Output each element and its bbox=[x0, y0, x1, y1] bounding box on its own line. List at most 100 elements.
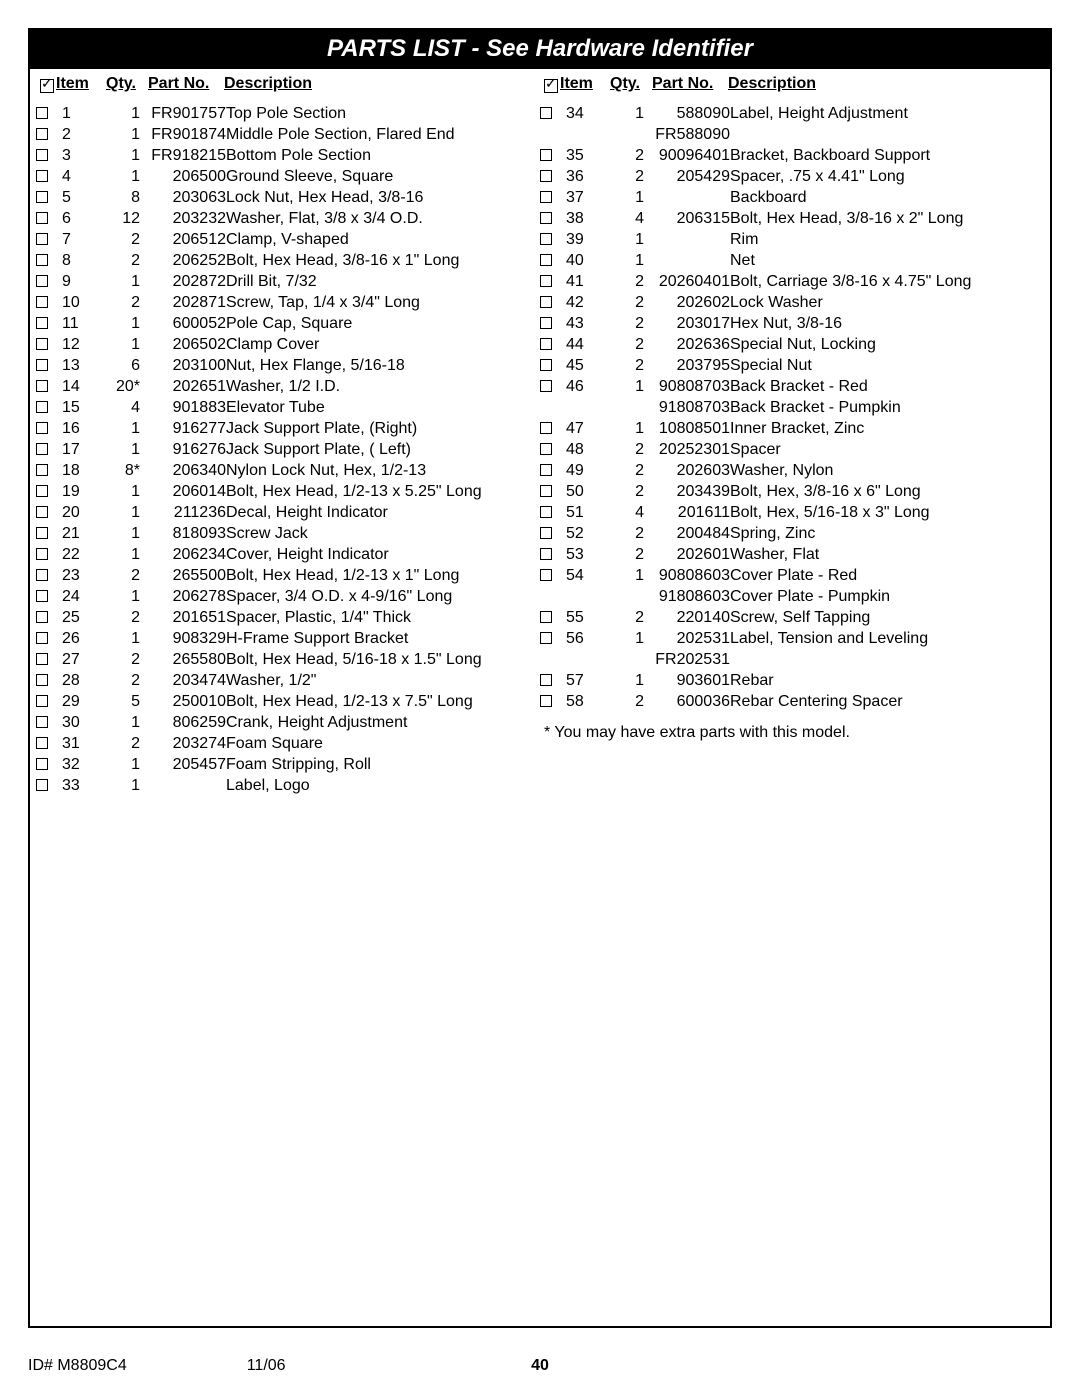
checkbox[interactable] bbox=[540, 506, 552, 518]
checkbox[interactable] bbox=[36, 611, 48, 623]
checkbox[interactable] bbox=[36, 128, 48, 140]
cell-description: Bracket, Backboard Support bbox=[730, 145, 971, 166]
checkbox[interactable] bbox=[36, 170, 48, 182]
checkbox[interactable] bbox=[36, 737, 48, 749]
cell-qty: 1 bbox=[96, 124, 140, 145]
cell-description: Label, Height Adjustment bbox=[730, 103, 971, 124]
cell-item: 28 bbox=[62, 670, 96, 691]
table-row: 391Rim bbox=[540, 229, 971, 250]
table-row: 241206278Spacer, 3/4 O.D. x 4-9/16" Long bbox=[36, 586, 482, 607]
checkbox[interactable] bbox=[36, 464, 48, 476]
checkbox[interactable] bbox=[540, 233, 552, 245]
checkbox[interactable] bbox=[540, 296, 552, 308]
checkbox[interactable] bbox=[36, 359, 48, 371]
checkbox[interactable] bbox=[36, 422, 48, 434]
checkbox[interactable] bbox=[540, 107, 552, 119]
checkbox[interactable] bbox=[540, 212, 552, 224]
header-partNo: Part No. bbox=[652, 75, 728, 93]
table-row-sub: 91808603Cover Plate - Pumpkin bbox=[540, 586, 971, 607]
checkbox[interactable] bbox=[36, 401, 48, 413]
cell-item: 8 bbox=[62, 250, 96, 271]
cell-partno: 206252 bbox=[140, 250, 226, 271]
cell-partno: 202603 bbox=[644, 460, 730, 481]
checkbox[interactable] bbox=[540, 149, 552, 161]
checkbox[interactable] bbox=[36, 758, 48, 770]
checkbox[interactable] bbox=[540, 191, 552, 203]
checkbox[interactable] bbox=[540, 464, 552, 476]
columns-wrap: ItemQty.Part No.Description11FR901757Top… bbox=[30, 69, 1050, 796]
cell-partno: 10808501 bbox=[644, 418, 730, 439]
checkbox[interactable] bbox=[540, 338, 552, 350]
cell-description: Bolt, Hex Head, 1/2-13 x 7.5" Long bbox=[226, 691, 482, 712]
checkbox[interactable] bbox=[540, 632, 552, 644]
cell-description: Rebar Centering Spacer bbox=[730, 691, 971, 712]
cell-description: Top Pole Section bbox=[226, 103, 482, 124]
checkbox[interactable] bbox=[36, 380, 48, 392]
checkbox[interactable] bbox=[36, 233, 48, 245]
cell-partno: 818093 bbox=[140, 523, 226, 544]
checkbox[interactable] bbox=[540, 317, 552, 329]
checkbox[interactable] bbox=[540, 422, 552, 434]
cell-partno: 250010 bbox=[140, 691, 226, 712]
table-row: 571903601Rebar bbox=[540, 670, 971, 691]
checkbox[interactable] bbox=[540, 170, 552, 182]
checkbox[interactable] bbox=[36, 443, 48, 455]
checkbox[interactable] bbox=[36, 212, 48, 224]
header-description: Description bbox=[728, 75, 816, 93]
table-row: 58203063Lock Nut, Hex Head, 3/8-16 bbox=[36, 187, 482, 208]
cell-partno: 90808703 bbox=[644, 376, 730, 397]
checkbox[interactable] bbox=[36, 527, 48, 539]
cell-item: 26 bbox=[62, 628, 96, 649]
cell-qty: 1 bbox=[96, 586, 140, 607]
table-row: 261908329H-Frame Support Bracket bbox=[36, 628, 482, 649]
cell-description: Washer, Flat bbox=[730, 544, 971, 565]
cell-qty: 1 bbox=[96, 418, 140, 439]
checkbox[interactable] bbox=[36, 632, 48, 644]
checkbox[interactable] bbox=[540, 254, 552, 266]
checkbox[interactable] bbox=[540, 443, 552, 455]
checkbox[interactable] bbox=[36, 779, 48, 791]
cell-description: Washer, Flat, 3/8 x 3/4 O.D. bbox=[226, 208, 482, 229]
checkbox[interactable] bbox=[540, 674, 552, 686]
checkbox[interactable] bbox=[540, 548, 552, 560]
cell-item: 24 bbox=[62, 586, 96, 607]
checkbox[interactable] bbox=[36, 695, 48, 707]
checkbox[interactable] bbox=[540, 359, 552, 371]
checkbox[interactable] bbox=[36, 569, 48, 581]
cell-partno-alt: FR202531 bbox=[644, 649, 730, 670]
cell-description: Bolt, Hex Head, 1/2-13 x 5.25" Long bbox=[226, 481, 482, 502]
checkbox[interactable] bbox=[36, 548, 48, 560]
checkbox[interactable] bbox=[36, 338, 48, 350]
checkbox[interactable] bbox=[36, 317, 48, 329]
checkbox[interactable] bbox=[540, 569, 552, 581]
checkbox[interactable] bbox=[36, 485, 48, 497]
checkbox[interactable] bbox=[36, 107, 48, 119]
checkbox[interactable] bbox=[36, 653, 48, 665]
table-row: 211818093Screw Jack bbox=[36, 523, 482, 544]
checkbox[interactable] bbox=[540, 485, 552, 497]
checkbox[interactable] bbox=[36, 149, 48, 161]
cell-qty: 2 bbox=[96, 607, 140, 628]
title-bar: PARTS LIST - See Hardware Identifier bbox=[30, 30, 1050, 69]
checkbox[interactable] bbox=[540, 275, 552, 287]
checkbox[interactable] bbox=[540, 611, 552, 623]
checkbox[interactable] bbox=[36, 716, 48, 728]
checkbox[interactable] bbox=[36, 506, 48, 518]
checkbox[interactable] bbox=[36, 191, 48, 203]
table-row: 384206315Bolt, Hex Head, 3/8-16 x 2" Lon… bbox=[540, 208, 971, 229]
checkbox[interactable] bbox=[36, 296, 48, 308]
checkbox[interactable] bbox=[540, 695, 552, 707]
cell-partno: FR901874 bbox=[140, 124, 226, 145]
checkbox[interactable] bbox=[36, 254, 48, 266]
checkbox[interactable] bbox=[36, 674, 48, 686]
checkbox[interactable] bbox=[540, 380, 552, 392]
checkbox[interactable] bbox=[36, 590, 48, 602]
cell-partno: 206315 bbox=[644, 208, 730, 229]
table-row: 136203100Nut, Hex Flange, 5/16-18 bbox=[36, 355, 482, 376]
checkbox[interactable] bbox=[540, 527, 552, 539]
table-row: 401Net bbox=[540, 250, 971, 271]
cell-partno: 200484 bbox=[644, 523, 730, 544]
cell-description: Middle Pole Section, Flared End bbox=[226, 124, 482, 145]
checkbox[interactable] bbox=[36, 275, 48, 287]
cell-description: Label, Logo bbox=[226, 775, 482, 796]
